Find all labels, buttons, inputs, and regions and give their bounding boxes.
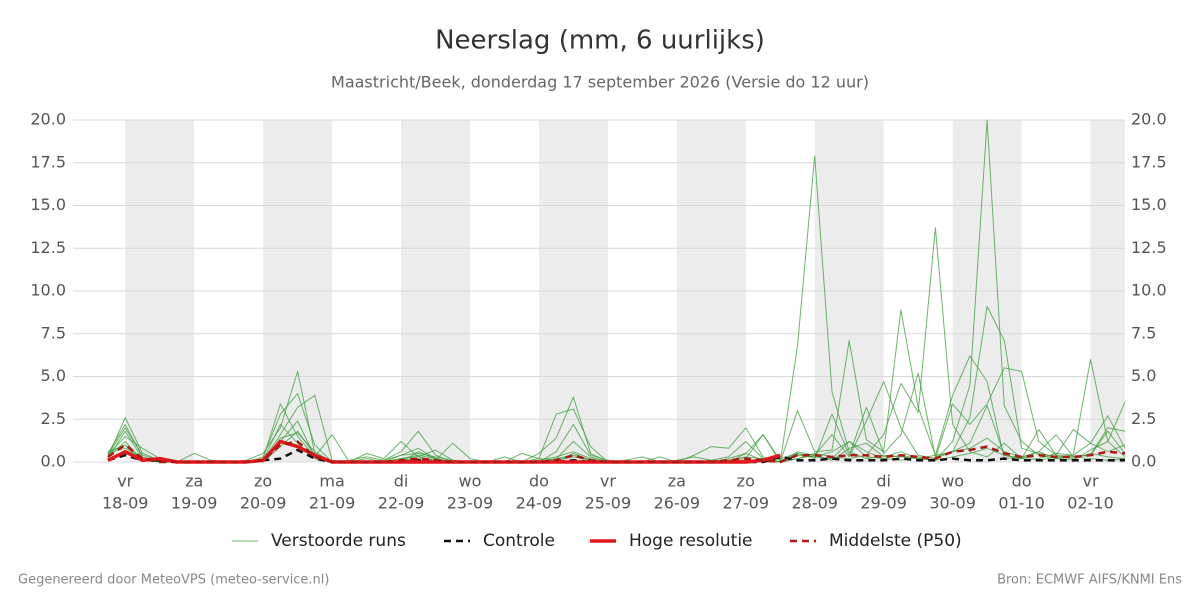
x-tick-label: 29-09 <box>860 494 907 513</box>
y-tick-label: 15.0 <box>30 195 66 214</box>
y-tick-label: 12.5 <box>30 238 66 257</box>
x-tick-weekday: di <box>876 472 891 491</box>
chart-subtitle: Maastricht/Beek, donderdag 17 september … <box>331 73 869 92</box>
x-tick-weekday: wo <box>941 472 964 491</box>
y2-tick-label: 10.0 <box>1131 281 1167 300</box>
y2-tick-label: 20.0 <box>1131 110 1167 129</box>
x-tick-weekday: do <box>1012 472 1032 491</box>
x-tick-weekday: zo <box>254 472 272 491</box>
plot-lines <box>107 119 1126 464</box>
x-tick-label: 27-09 <box>723 494 770 513</box>
axis-labels: vr 18-09 za 19-09 zo 20-09 ma 21-09 di 22-09 wo 23-… <box>30 110 1166 513</box>
series-line <box>107 440 1126 464</box>
legend-label: Middelste (P50) <box>829 531 962 551</box>
x-tick-label: 30-09 <box>929 494 976 513</box>
x-tick-weekday: vr <box>117 472 133 491</box>
x-tick-label: 24-09 <box>516 494 563 513</box>
x-tick-label: 21-09 <box>309 494 356 513</box>
y-tick-label: 0.0 <box>41 452 66 471</box>
x-tick-weekday: do <box>529 472 549 491</box>
footer-right: Bron: ECMWF AIFS/KNMI Ens <box>997 573 1182 588</box>
chart-title: Neerslag (mm, 6 uurlijks) <box>435 26 765 56</box>
y2-tick-label: 15.0 <box>1131 195 1167 214</box>
series-line <box>107 448 1125 464</box>
y2-tick-label: 17.5 <box>1131 152 1167 171</box>
y2-tick-label: 12.5 <box>1131 238 1167 257</box>
legend-label: Verstoorde runs <box>271 531 406 551</box>
x-tick-weekday: vr <box>1083 472 1099 491</box>
x-tick-label: 26-09 <box>654 494 701 513</box>
y2-tick-label: 7.5 <box>1131 323 1156 342</box>
x-tick-weekday: za <box>185 472 203 491</box>
x-tick-label: 22-09 <box>378 494 425 513</box>
y-tick-label: 20.0 <box>30 110 66 129</box>
x-tick-weekday: wo <box>459 472 482 491</box>
x-tick-label: 23-09 <box>447 494 494 513</box>
x-tick-weekday: za <box>668 472 686 491</box>
x-tick-label: 02-10 <box>1067 494 1114 513</box>
x-tick-weekday: ma <box>319 472 344 491</box>
legend-label: Hoge resolutie <box>629 531 753 551</box>
x-tick-weekday: zo <box>737 472 755 491</box>
x-tick-label: 20-09 <box>240 494 287 513</box>
y-tick-label: 7.5 <box>41 323 66 342</box>
x-tick-label: 25-09 <box>585 494 632 513</box>
y-tick-label: 10.0 <box>30 281 66 300</box>
y-tick-label: 2.5 <box>41 409 66 428</box>
y2-tick-label: 2.5 <box>1131 409 1156 428</box>
x-tick-label: 19-09 <box>171 494 218 513</box>
legend: Verstoorde runs Controle Hoge resolutie Mid… <box>232 531 962 551</box>
x-tick-weekday: ma <box>802 472 827 491</box>
legend-label: Controle <box>483 531 555 551</box>
x-tick-weekday: vr <box>600 472 616 491</box>
x-tick-label: 18-09 <box>102 494 149 513</box>
x-tick-label: 01-10 <box>998 494 1045 513</box>
x-tick-label: 28-09 <box>791 494 838 513</box>
y2-tick-label: 0.0 <box>1131 452 1156 471</box>
y2-tick-label: 5.0 <box>1131 366 1156 385</box>
y-tick-label: 17.5 <box>30 152 66 171</box>
y-tick-label: 5.0 <box>41 366 66 385</box>
x-tick-weekday: di <box>394 472 409 491</box>
footer-left: Gegenereerd door MeteoVPS (meteo-service… <box>18 573 329 588</box>
